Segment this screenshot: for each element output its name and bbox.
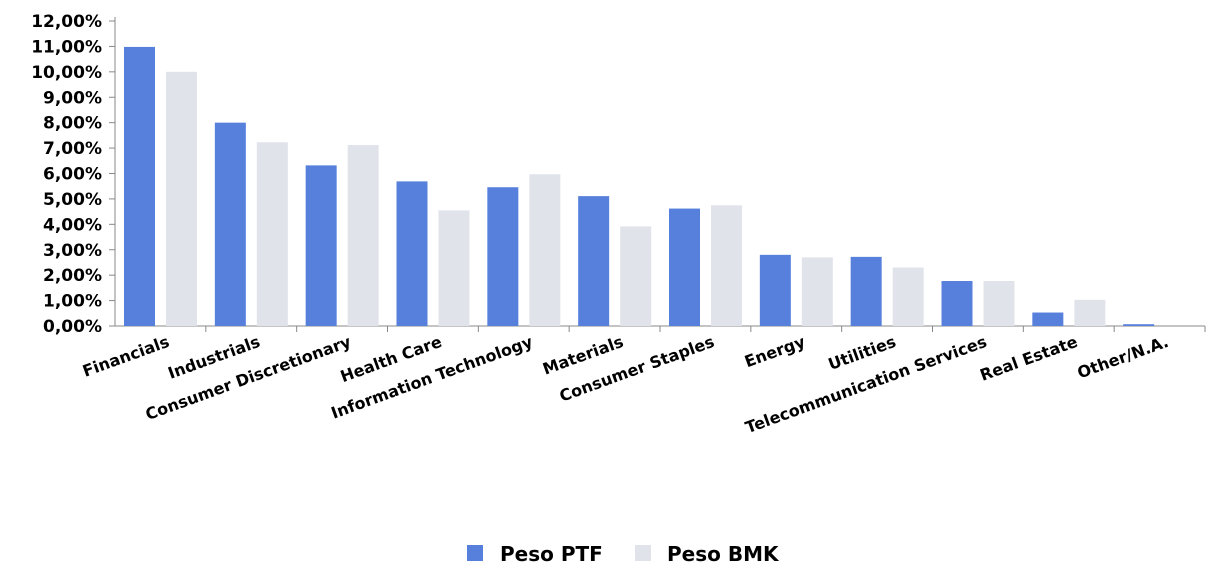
bar-peso-ptf bbox=[396, 181, 428, 326]
y-tick-label: 2,00% bbox=[43, 266, 102, 286]
y-tick-label: 7,00% bbox=[43, 139, 102, 159]
y-tick-label: 9,00% bbox=[43, 88, 102, 108]
bar-peso-bmk bbox=[801, 257, 833, 326]
y-tick-label: 1,00% bbox=[43, 292, 102, 312]
x-category-label: Financials bbox=[80, 332, 172, 381]
bar-peso-ptf bbox=[487, 187, 519, 326]
bar-peso-bmk bbox=[711, 205, 742, 326]
legend-swatch-peso-bmk bbox=[635, 545, 651, 561]
bar-peso-ptf bbox=[305, 165, 337, 326]
y-tick-label: 11,00% bbox=[31, 37, 102, 57]
legend-label-peso-bmk: Peso BMK bbox=[667, 542, 780, 564]
bar-peso-ptf bbox=[1123, 324, 1155, 326]
x-category-label: Real Estate bbox=[977, 332, 1080, 385]
bar-peso-bmk bbox=[256, 142, 288, 326]
bar-peso-bmk bbox=[892, 267, 924, 326]
bar-peso-ptf bbox=[1032, 312, 1064, 326]
y-tick-label: 4,00% bbox=[43, 215, 102, 235]
bar-peso-ptf bbox=[578, 196, 610, 326]
legend-label-peso-ptf: Peso PTF bbox=[500, 542, 603, 564]
bar-peso-ptf bbox=[124, 46, 155, 327]
legend: Peso PTF Peso BMK bbox=[467, 542, 780, 564]
y-tick-label: 8,00% bbox=[43, 114, 102, 134]
bar-peso-bmk bbox=[347, 145, 379, 326]
y-axis: 0,00% 1,00% 2,00% 3,00% 4,00% 5,00% 6,00% 7,00%… bbox=[31, 12, 116, 337]
bar-peso-bmk bbox=[166, 71, 197, 326]
y-tick-label: 6,00% bbox=[43, 165, 102, 185]
y-tick-label: 12,00% bbox=[31, 12, 102, 32]
bar-peso-bmk bbox=[438, 210, 470, 326]
bar-peso-ptf bbox=[850, 256, 882, 326]
legend-swatch-peso-ptf bbox=[467, 545, 483, 561]
x-category-label: Other/N.A. bbox=[1075, 332, 1171, 383]
y-tick-label: 3,00% bbox=[43, 241, 102, 261]
y-tick-label: 5,00% bbox=[43, 190, 102, 210]
bar-peso-ptf bbox=[214, 122, 246, 327]
bar-peso-bmk bbox=[1074, 299, 1106, 326]
bar-peso-bmk bbox=[983, 281, 1015, 326]
x-category-label: Consumer Staples bbox=[557, 332, 717, 406]
bar-peso-bmk bbox=[620, 226, 652, 326]
y-tick-label: 0,00% bbox=[43, 317, 102, 337]
bar-peso-ptf bbox=[669, 208, 700, 326]
x-category-label: Energy bbox=[742, 332, 808, 372]
y-tick-label: 10,00% bbox=[31, 63, 102, 83]
bar-peso-bmk bbox=[529, 174, 561, 326]
bar-peso-ptf bbox=[941, 281, 973, 326]
bar-peso-ptf bbox=[759, 254, 791, 326]
bars bbox=[124, 46, 1155, 327]
